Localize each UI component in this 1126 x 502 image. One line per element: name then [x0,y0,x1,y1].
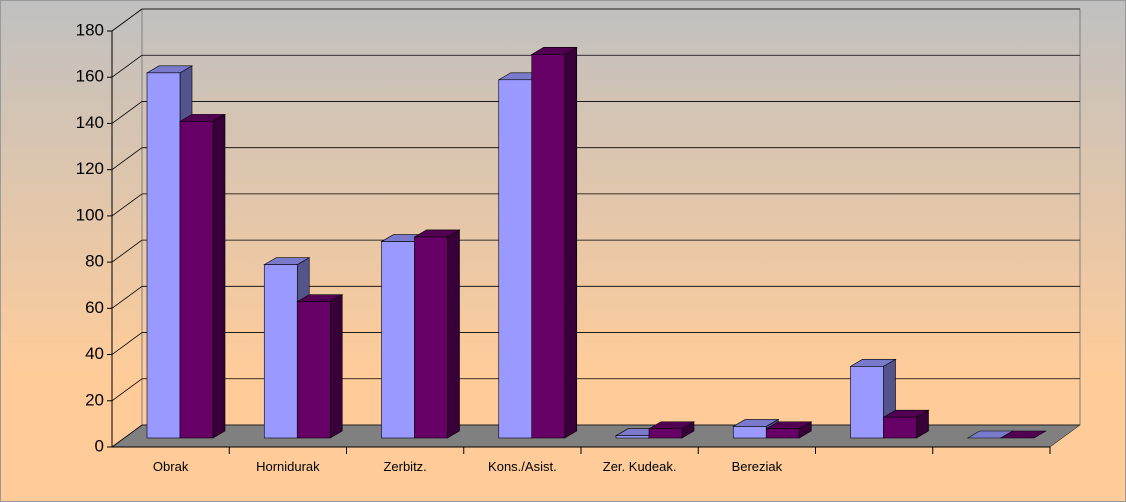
bar-face [212,113,226,439]
y-tick-label: 140 [76,113,104,132]
bar-face [564,46,578,439]
x-tick-label: Bereziak [732,459,783,474]
bar-face [146,72,181,439]
grid-line [111,332,143,355]
grid-line [111,193,143,217]
bar-face [648,428,683,439]
bar [296,294,344,439]
grid-line [111,286,143,309]
bar [178,113,227,439]
bar-face [999,430,1047,439]
grid-line [111,239,143,263]
bar [765,421,813,439]
grid-line [111,101,143,124]
y-tick-label: 20 [85,390,104,409]
bar-face [179,121,214,439]
y-tick-label: 160 [76,67,104,86]
y-tick-label: 100 [76,205,104,224]
bar-face [447,229,460,439]
bar-face [732,426,767,439]
y-tick-label: 60 [85,298,104,317]
bar-face [263,264,298,439]
grid-line [111,8,143,32]
x-tick-label: Hornidurak [256,459,320,474]
bar [647,421,696,439]
bar-face [381,241,415,439]
x-tick-label: Zer. Kudeak. [603,459,677,474]
x-tick-label: Obrak [153,459,189,474]
bar-face [329,294,343,439]
bar-face [615,435,650,439]
grid-line [111,54,143,78]
x-tick-label: Zerbitz. [383,459,426,474]
bar-face [883,416,917,439]
bar-face [498,79,533,439]
grid-line [111,424,143,448]
bar-face [850,366,884,439]
x-tick-label: Kons./Asist. [488,459,557,474]
bar-face [296,301,331,439]
y-tick-label: 80 [85,252,104,271]
bar [530,46,578,439]
y-tick-label: 0 [95,436,104,455]
y-tick-label: 180 [76,20,104,39]
bar-face [414,236,448,439]
bar [413,229,461,439]
bar [999,430,1047,439]
grid-line [111,147,143,170]
y-tick-label: 40 [85,344,104,363]
bar-face [765,428,800,439]
floor [111,424,1081,448]
grid-line [111,378,143,402]
y-tick-label: 120 [76,159,104,178]
bar [882,409,930,439]
bar-face [531,54,566,439]
